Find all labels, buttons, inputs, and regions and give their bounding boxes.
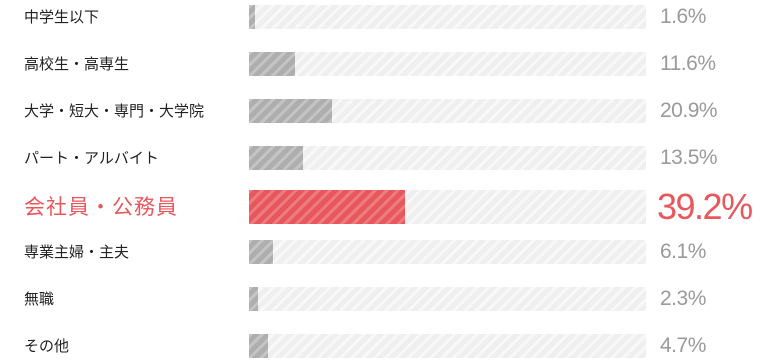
bar xyxy=(249,52,296,76)
bar xyxy=(249,190,405,224)
value-label: 13.5% xyxy=(660,146,718,169)
category-label: その他 xyxy=(24,337,70,355)
bar-track xyxy=(249,5,646,29)
bar-track xyxy=(249,52,646,76)
value-label: 20.9% xyxy=(660,99,718,122)
bar-track xyxy=(249,240,646,264)
bar xyxy=(249,334,268,358)
value-label: 39.2% xyxy=(657,186,753,227)
bar-track xyxy=(249,334,646,358)
bar-track xyxy=(249,146,646,170)
category-label: 無職 xyxy=(24,290,55,308)
value-label: 2.3% xyxy=(660,287,706,310)
bar xyxy=(249,99,332,123)
value-label: 1.6% xyxy=(660,5,706,28)
category-label: 専業主婦・主夫 xyxy=(24,243,130,261)
value-label: 4.7% xyxy=(660,334,706,357)
category-label: 大学・短大・専門・大学院 xyxy=(24,102,205,120)
category-label: 高校生・高専生 xyxy=(24,55,130,73)
bar-track xyxy=(249,99,646,123)
bar xyxy=(249,146,303,170)
category-label: パート・アルバイト xyxy=(24,149,159,167)
bar xyxy=(249,240,274,264)
category-label: 会社員・公務員 xyxy=(24,195,178,219)
bar xyxy=(249,287,259,311)
bar-track xyxy=(249,287,646,311)
category-label: 中学生以下 xyxy=(24,8,100,26)
bar-track xyxy=(249,190,646,224)
value-label: 11.6% xyxy=(660,52,716,75)
bar xyxy=(249,5,256,29)
value-label: 6.1% xyxy=(660,240,706,263)
